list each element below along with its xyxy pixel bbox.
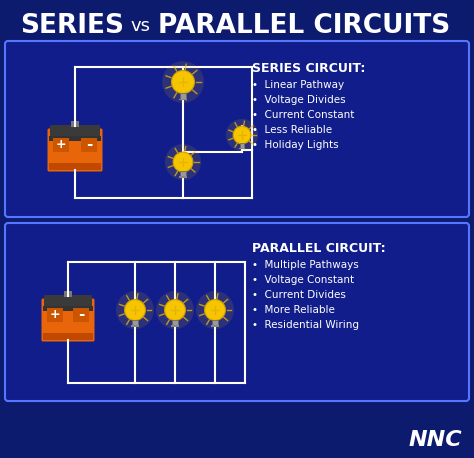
Circle shape bbox=[125, 300, 146, 321]
Text: PARALLEL CIRCUITS: PARALLEL CIRCUITS bbox=[158, 13, 450, 39]
Circle shape bbox=[233, 126, 251, 144]
FancyBboxPatch shape bbox=[44, 295, 92, 307]
Text: •  Holiday Lights: • Holiday Lights bbox=[252, 140, 338, 150]
Bar bbox=[180, 171, 186, 176]
Circle shape bbox=[156, 291, 194, 329]
Text: •  Less Reliable: • Less Reliable bbox=[252, 125, 332, 135]
Bar bbox=[212, 320, 218, 325]
Text: +: + bbox=[55, 138, 66, 152]
Text: -: - bbox=[78, 307, 84, 322]
Bar bbox=[49, 163, 101, 170]
Bar bbox=[43, 306, 93, 311]
Bar bbox=[172, 320, 178, 325]
Bar bbox=[43, 333, 93, 340]
Text: -: - bbox=[86, 137, 92, 153]
Circle shape bbox=[226, 119, 258, 151]
Text: +: + bbox=[50, 309, 60, 322]
Bar bbox=[238, 148, 246, 149]
FancyBboxPatch shape bbox=[5, 41, 469, 217]
FancyBboxPatch shape bbox=[42, 299, 94, 342]
Text: •  Voltage Constant: • Voltage Constant bbox=[252, 275, 354, 285]
FancyBboxPatch shape bbox=[5, 223, 469, 401]
Text: •  Voltage Divides: • Voltage Divides bbox=[252, 95, 346, 105]
Text: •  Current Constant: • Current Constant bbox=[252, 110, 355, 120]
Bar bbox=[179, 99, 187, 100]
Bar bbox=[171, 325, 179, 327]
Circle shape bbox=[165, 144, 201, 180]
Bar bbox=[240, 143, 245, 148]
Text: PARALLEL CIRCUIT:: PARALLEL CIRCUIT: bbox=[252, 242, 386, 255]
Circle shape bbox=[172, 71, 194, 93]
Bar bbox=[131, 325, 139, 327]
Bar bbox=[81, 138, 97, 152]
Text: •  Linear Pathway: • Linear Pathway bbox=[252, 80, 344, 90]
Circle shape bbox=[164, 300, 185, 321]
Text: vs: vs bbox=[130, 17, 150, 35]
Bar bbox=[179, 176, 187, 178]
Bar bbox=[47, 308, 63, 322]
Text: •  More Reliable: • More Reliable bbox=[252, 305, 335, 315]
FancyBboxPatch shape bbox=[47, 129, 102, 171]
Text: •  Current Divides: • Current Divides bbox=[252, 290, 346, 300]
FancyBboxPatch shape bbox=[50, 125, 100, 137]
Bar bbox=[49, 136, 101, 141]
Bar bbox=[180, 93, 186, 99]
Bar bbox=[73, 308, 89, 322]
Text: •  Multiple Pathways: • Multiple Pathways bbox=[252, 260, 359, 270]
Circle shape bbox=[162, 61, 204, 103]
Text: SERIES: SERIES bbox=[20, 13, 124, 39]
Circle shape bbox=[173, 152, 193, 172]
Text: •  Residential Wiring: • Residential Wiring bbox=[252, 320, 359, 330]
Circle shape bbox=[205, 300, 226, 321]
Bar bbox=[71, 121, 79, 127]
Circle shape bbox=[116, 291, 154, 329]
Text: NNC: NNC bbox=[408, 430, 462, 450]
Bar bbox=[64, 291, 72, 297]
Bar bbox=[132, 320, 138, 325]
Text: SERIES CIRCUIT:: SERIES CIRCUIT: bbox=[252, 62, 365, 75]
Bar bbox=[53, 138, 69, 152]
Bar bbox=[211, 325, 219, 327]
Circle shape bbox=[196, 291, 234, 329]
